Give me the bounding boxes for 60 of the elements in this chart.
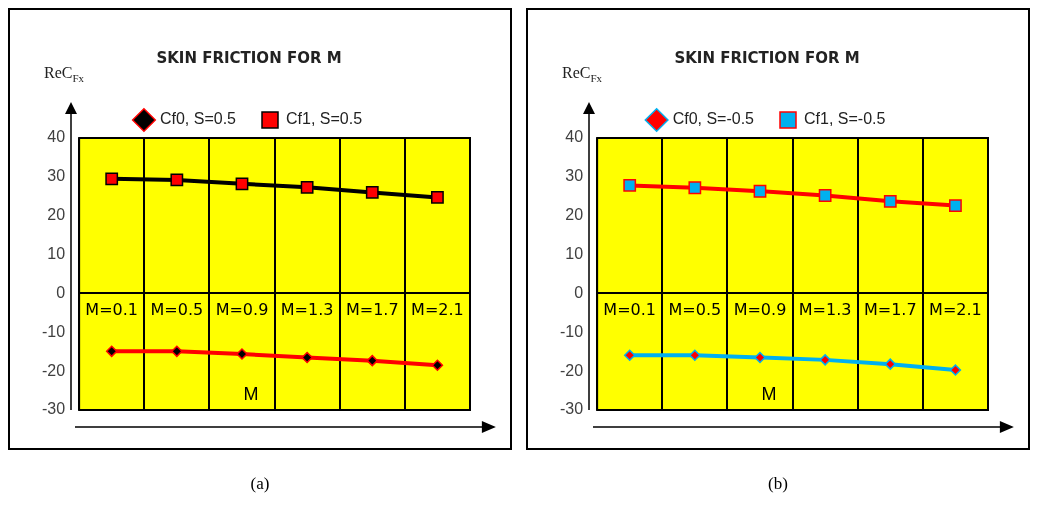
y-tick-label: 0: [574, 283, 584, 301]
x-tick-label: M=1.7: [345, 300, 399, 320]
x-tick-label: M=0.9: [733, 300, 787, 320]
point: [688, 181, 702, 195]
y-tick-label: -30: [560, 400, 584, 418]
point: [949, 199, 962, 213]
x-tick-label: M=1.7: [863, 300, 917, 320]
y-tick-label: -10: [560, 322, 584, 340]
y-tick-label: 10: [565, 244, 584, 262]
point: [754, 351, 766, 364]
point: [105, 345, 118, 358]
point: [431, 191, 444, 204]
point: [300, 180, 314, 194]
x-tick-label: M=1.3: [280, 300, 334, 320]
point: [753, 184, 767, 198]
x-tick-label: M=2.1: [411, 300, 464, 320]
x-tick-label: M=0.9: [215, 300, 269, 320]
y-tick-label: 40: [47, 128, 66, 146]
y-tick-label: -20: [42, 361, 66, 379]
point: [949, 364, 962, 376]
point: [301, 351, 313, 364]
y-tick-label: -20: [560, 361, 584, 379]
point: [431, 359, 444, 372]
y-tick-label: -30: [42, 400, 66, 418]
y-tick-label: 10: [47, 244, 66, 262]
point: [105, 172, 119, 186]
y-tick-label: 30: [565, 167, 584, 185]
point: [236, 348, 248, 360]
legend-label: Cf1, S=-0.5: [804, 110, 886, 128]
x-tick-label: M=0.5: [150, 300, 204, 320]
x-tick-label: M=2.1: [929, 300, 982, 320]
legend-label: Cf0, S=-0.5: [672, 110, 755, 128]
point: [623, 179, 637, 192]
y-tick-label: 20: [47, 206, 66, 224]
y-tick-label: -10: [42, 322, 66, 340]
y-tick-label: 0: [56, 283, 66, 301]
point: [171, 345, 183, 358]
y-tick-label: 40: [565, 128, 584, 146]
text: (b): [767, 474, 789, 494]
text: (a): [249, 474, 271, 494]
point: [819, 354, 831, 366]
x-axis-title: M: [243, 383, 259, 404]
y-tick-label: 20: [565, 206, 584, 224]
point: [365, 185, 379, 199]
point: [883, 194, 897, 208]
chart-title: SKIN FRICTION FOR M: [674, 48, 860, 67]
x-axis-title: M: [761, 383, 777, 404]
point: [623, 349, 636, 361]
x-tick-label: M=0.5: [668, 300, 722, 320]
point: [235, 177, 249, 191]
point: [689, 349, 701, 361]
legend-label: Cf1, S=0.5: [286, 110, 363, 128]
chart-title: SKIN FRICTION FOR M: [156, 48, 342, 67]
legend-label: Cf0, S=0.5: [159, 110, 237, 128]
x-tick-label: M=0.1: [603, 300, 657, 320]
y-tick-label: 30: [47, 167, 66, 185]
x-tick-label: M=1.3: [798, 300, 852, 320]
point: [818, 189, 832, 202]
x-tick-label: M=0.1: [85, 300, 139, 320]
point: [170, 173, 184, 187]
